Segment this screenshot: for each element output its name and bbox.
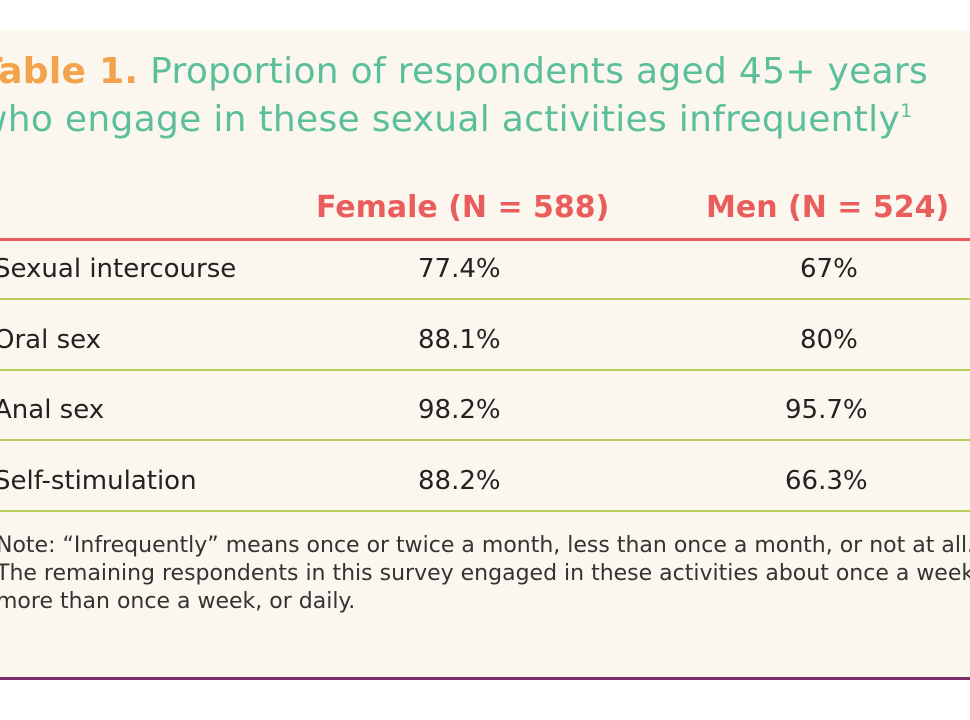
table-label: Table 1. <box>0 51 139 92</box>
men-value-cell: 80% <box>800 325 858 355</box>
table-row: Anal sex 98.2% 95.7% <box>0 381 970 453</box>
table-title-line1: Proportion of respondents aged 45+ years <box>150 51 929 92</box>
table-row: Self-stimulation 88.2% 66.3% <box>0 452 970 524</box>
female-value-cell: 77.4% <box>418 254 501 284</box>
table-title: Table 1. Proportion of respondents aged … <box>0 48 928 144</box>
column-header-men: Men (N = 524) <box>706 190 950 225</box>
activity-cell: Self-stimulation <box>0 466 197 496</box>
female-value-cell: 98.2% <box>418 395 501 425</box>
table-row: Oral sex 88.1% 80% <box>0 311 970 383</box>
row-divider <box>0 439 970 441</box>
bottom-border <box>0 677 970 680</box>
row-divider <box>0 510 970 512</box>
activity-cell: Anal sex <box>0 395 105 425</box>
activity-cell: Oral sex <box>0 325 102 355</box>
footnote-mark: 1 <box>900 100 913 122</box>
activity-cell: Sexual intercourse <box>0 254 237 284</box>
row-divider <box>0 369 970 371</box>
column-header-female: Female (N = 588) <box>316 190 610 225</box>
table-note: Note: “Infrequently” means once or twice… <box>0 533 970 614</box>
men-value-cell: 95.7% <box>785 395 868 425</box>
table-title-line2: who engage in these sexual activities in… <box>0 99 901 140</box>
men-value-cell: 66.3% <box>785 466 868 496</box>
header-divider <box>0 238 970 241</box>
table-row: Sexual intercourse 77.4% 67% <box>0 240 970 312</box>
female-value-cell: 88.2% <box>418 466 501 496</box>
female-value-cell: 88.1% <box>418 325 501 355</box>
men-value-cell: 67% <box>800 254 858 284</box>
row-divider <box>0 298 970 300</box>
table-panel <box>0 30 970 678</box>
